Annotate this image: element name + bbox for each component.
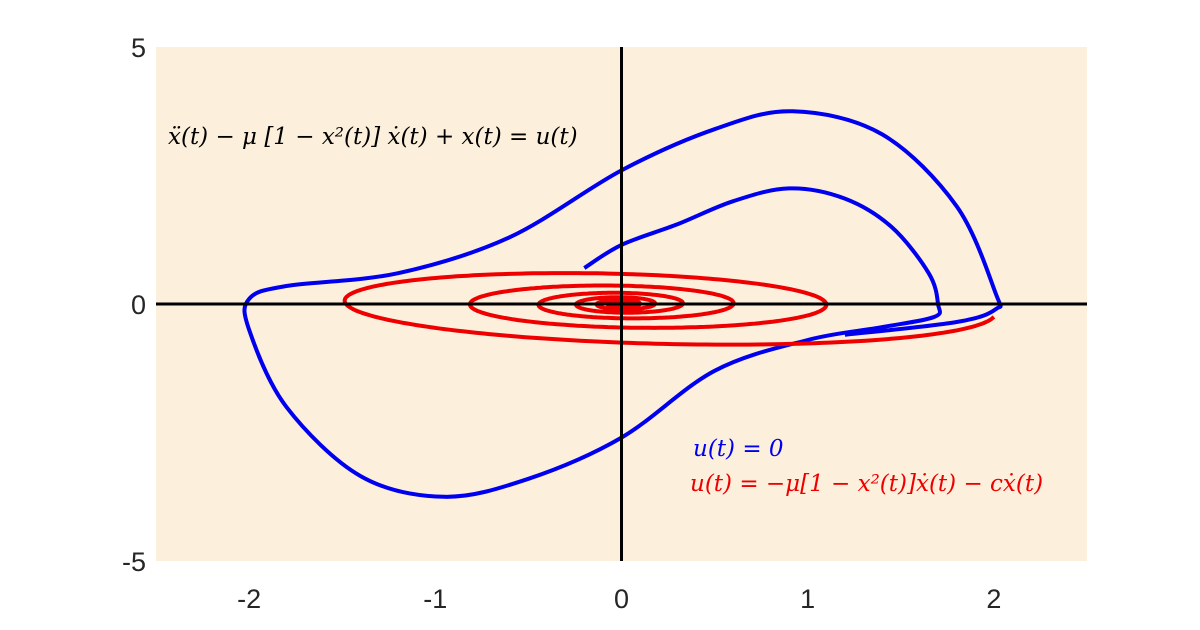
series-uncontrolled-trajectory — [242, 109, 1003, 499]
tick-labels: -2 -1 0 1 2 5 0 -5 — [122, 33, 1001, 614]
y-tick-label: 0 — [131, 290, 146, 320]
x-tick-label: 1 — [800, 584, 815, 614]
x-tick-label: -2 — [237, 584, 261, 614]
y-tick-label: -5 — [122, 547, 146, 577]
legend-entry-uncontrolled: u(t) = 0 — [693, 436, 784, 462]
axes-layer — [156, 47, 1087, 561]
equation-annotation: ẍ(t) − μ [1 − x²(t)] ẋ(t) + x(t) = u(t) — [168, 124, 578, 150]
x-tick-label: 0 — [614, 584, 629, 614]
x-tick-label: 2 — [986, 584, 1001, 614]
x-tick-label: -1 — [423, 584, 447, 614]
y-tick-label: 5 — [131, 33, 146, 63]
legend-entry-controlled: u(t) = −μ[1 − x²(t)]ẋ(t) − cẋ(t) — [690, 471, 1043, 497]
